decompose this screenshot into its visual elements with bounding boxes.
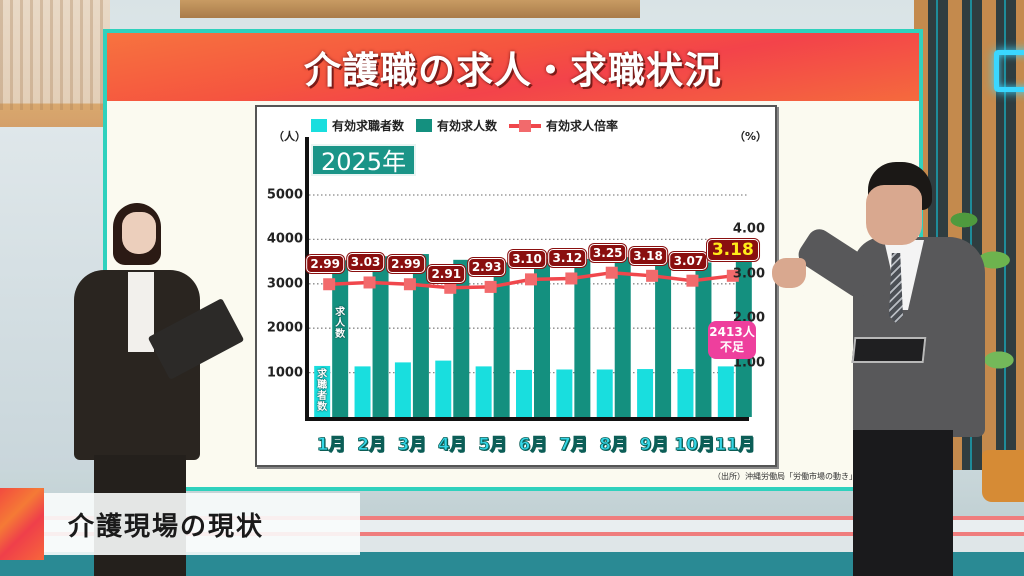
tablet-icon — [851, 337, 927, 363]
plant-pot — [982, 450, 1024, 502]
ratio-label: 2.91 — [427, 264, 466, 283]
ratio-marker — [403, 278, 416, 291]
lower-third-accent — [0, 488, 44, 560]
job-seekers-bar — [637, 369, 654, 417]
right-axis-tick: 4.00 — [732, 221, 765, 237]
chart-legend: 有効求職者数 有効求人数 有効求人倍率 — [311, 117, 624, 134]
ratio-marker — [525, 273, 537, 286]
job-seekers-bar — [516, 369, 532, 417]
ratio-marker — [484, 280, 497, 293]
ratio-label: 3.12 — [548, 249, 587, 268]
left-axis-tick: 3000 — [266, 276, 303, 292]
job-openings-bar — [372, 256, 389, 417]
ratio-marker — [686, 274, 699, 287]
ratio-label: 2.99 — [306, 255, 344, 274]
ratio-marker — [565, 272, 578, 285]
legend-swatch-icon — [311, 119, 327, 132]
month-label: 2月 — [357, 435, 387, 456]
job-seekers-bar — [314, 365, 331, 417]
ratio-label: 3.07 — [669, 251, 708, 270]
job-openings-bar — [695, 262, 712, 417]
month-label: 3月 — [397, 435, 427, 456]
legend-item-job-openings: 有効求人数 — [416, 117, 497, 134]
year-badge: 2025年 — [311, 144, 417, 176]
chart-panel: 有効求職者数 有効求人数 有効求人倍率 （人） （%） 2025年 5000 40… — [255, 105, 777, 467]
job-seekers-bar — [556, 369, 573, 417]
ratio-marker — [605, 266, 618, 279]
job-openings-bar — [534, 258, 550, 417]
legend-item-ratio: 有効求人倍率 — [509, 117, 618, 134]
board-header: 介護職の求人・求職状況 — [107, 33, 919, 101]
left-axis-tick: 4000 — [266, 231, 303, 247]
ratio-marker — [726, 269, 739, 282]
month-label: 1月 — [316, 435, 346, 456]
left-axis-tick: 1000 — [266, 365, 303, 381]
right-axis-unit: （%） — [733, 130, 767, 143]
job-seekers-bar — [394, 362, 411, 417]
legend-label: 有効求人倍率 — [546, 119, 619, 133]
presenter-right-face — [866, 185, 922, 245]
month-label: 7月 — [558, 435, 589, 456]
job-seekers-bar — [677, 369, 694, 417]
tie-icon — [889, 253, 903, 323]
right-axis-tick: 3.00 — [732, 266, 765, 282]
job-openings-bar — [332, 260, 349, 417]
month-label: 10月 — [674, 435, 715, 456]
job-openings-bar — [614, 257, 631, 417]
shortage-callout: 2413人 不足 — [708, 321, 756, 359]
lower-third-caption: 介護現場の現状 — [68, 511, 265, 542]
ratio-marker — [646, 269, 659, 282]
callout-text: 不足 — [719, 340, 744, 354]
job-seekers-bar — [475, 366, 492, 417]
job-seekers-bar — [717, 366, 734, 417]
ratio-label: 3.18 — [629, 246, 667, 265]
presenter-left-face — [122, 212, 156, 254]
source-note: （出所）沖縄労働局「労働市場の動き」 — [713, 472, 857, 481]
legend-label: 有効求人数 — [437, 119, 498, 133]
left-axis-unit: （人） — [273, 130, 306, 143]
month-label: 4月 — [437, 435, 467, 456]
left-axis-tick: 5000 — [266, 187, 303, 203]
month-label: 11月 — [714, 435, 756, 456]
board-title: 介護職の求人・求職状況 — [304, 49, 722, 92]
ratio-marker — [444, 281, 457, 294]
ratio-marker — [363, 276, 376, 289]
legend-label: 有効求職者数 — [332, 119, 405, 133]
job-openings-bar — [655, 258, 672, 417]
openings-bar-label: 求人数 — [335, 307, 346, 340]
ratio-marker — [323, 278, 336, 291]
neon-logo-icon — [994, 50, 1024, 92]
legend-line-marker-icon — [509, 119, 542, 132]
job-seekers-bar — [596, 369, 613, 417]
month-label: 8月 — [599, 435, 629, 456]
job-openings-bar — [493, 262, 510, 417]
legend-item-job-seekers: 有効求職者数 — [311, 117, 404, 134]
month-label: 9月 — [639, 435, 669, 456]
job-seekers-bar — [435, 360, 452, 417]
ratio-label: 3.03 — [346, 253, 385, 272]
month-label: 5月 — [478, 435, 508, 456]
job-openings-bar — [453, 259, 470, 417]
left-axis-tick: 2000 — [266, 320, 303, 336]
job-seekers-bar — [354, 366, 371, 417]
ratio-label: 3.10 — [508, 250, 546, 269]
legend-swatch-icon — [416, 119, 433, 132]
studio-top-shelf — [180, 0, 640, 18]
presenter-right-legs — [853, 430, 953, 576]
lower-third: 介護現場の現状 — [44, 493, 360, 555]
job-openings-bar — [574, 258, 591, 417]
latest-ratio-label: 3.18 — [706, 238, 759, 261]
ratio-label: 2.99 — [387, 255, 425, 274]
callout-count: 2413人 — [709, 325, 755, 339]
pointing-hand-icon — [772, 258, 806, 288]
plot-area — [305, 137, 752, 421]
month-label: 6月 — [518, 435, 548, 456]
x-axis-labels: 1月 2月 3月 4月 5月 6月 7月 8月 9月 10月 11月 — [305, 430, 755, 460]
seekers-bar-label: 求職者数 — [317, 369, 328, 413]
job-openings-bar — [412, 254, 429, 417]
ratio-label: 3.25 — [588, 243, 627, 262]
ratio-label: 2.93 — [467, 257, 506, 276]
